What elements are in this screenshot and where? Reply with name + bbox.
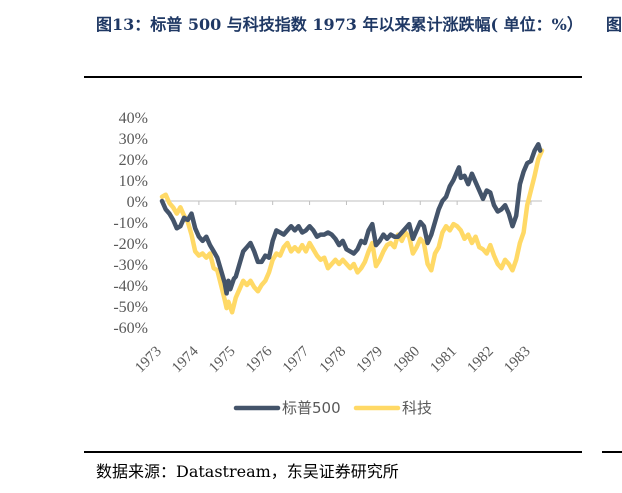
x-tick-label: 1982	[464, 344, 497, 377]
x-tick-label: 1981	[427, 344, 460, 377]
legend: 标普500 科技	[233, 399, 432, 417]
y-tick-label: -60%	[113, 320, 148, 337]
y-tick-label: 0%	[127, 194, 148, 211]
y-tick-label: -40%	[113, 278, 148, 295]
source-rule	[84, 451, 582, 453]
adjacent-figure-title-fragment: 图	[606, 15, 622, 34]
x-tick-label: 1973	[132, 344, 165, 377]
y-tick-label: -10%	[113, 215, 148, 232]
y-tick-label: -50%	[113, 299, 148, 316]
y-tick-label: 10%	[119, 173, 148, 190]
y-tick-label: 20%	[119, 152, 148, 169]
y-tick-label: -30%	[113, 257, 148, 274]
series-layer	[159, 142, 545, 315]
legend-label: 标普500	[282, 399, 341, 417]
x-tick-label: 1980	[391, 344, 424, 377]
y-axis: 40% 30% 20% 10% 0% -10% -20% -30% -40% -50% -60%	[113, 110, 148, 337]
y-tick-label: 30%	[119, 131, 148, 148]
x-tick-label: 1975	[206, 344, 239, 377]
y-tick-label: -20%	[113, 236, 148, 253]
x-tick-label: 1979	[354, 344, 387, 377]
series-line-tech	[159, 148, 545, 315]
x-tick-label: 1978	[317, 344, 350, 377]
source-note: 数据来源：Datastream，东吴证券研究所	[96, 462, 399, 481]
x-tick-label: 1983	[501, 344, 534, 377]
x-tick-label: 1977	[280, 343, 313, 376]
x-tick-label: 1974	[169, 343, 202, 376]
adjacent-rule-fragment	[602, 451, 622, 453]
title-rule	[84, 76, 582, 78]
x-tick-label: 1976	[243, 343, 276, 376]
legend-label: 科技	[402, 399, 432, 417]
figure-title: 图13：标普 500 与科技指数 1973 年以来累计涨跌幅( 单位：%）	[96, 15, 583, 34]
y-tick-label: 40%	[119, 110, 148, 127]
series-line-sp500	[159, 142, 543, 296]
